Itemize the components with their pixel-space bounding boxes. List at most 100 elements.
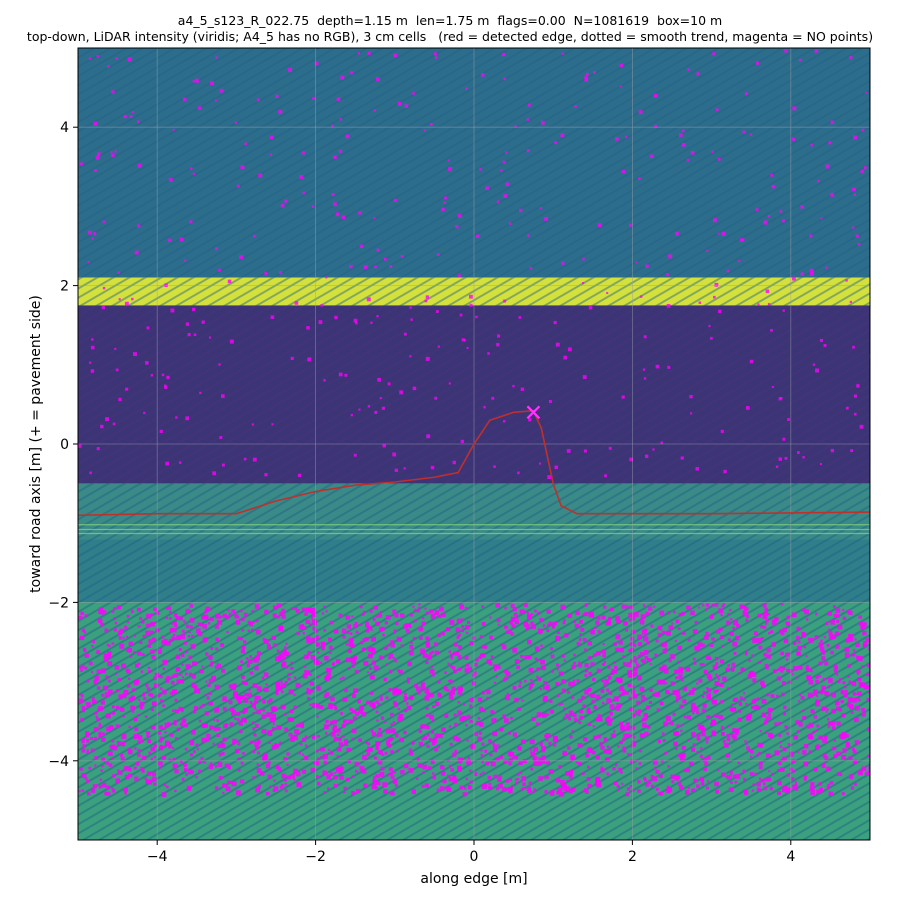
no-points-cell — [358, 709, 364, 714]
no-points-cell — [824, 734, 828, 739]
no-points-cell — [502, 678, 506, 682]
no-points-cell — [291, 734, 296, 739]
no-points-cell — [420, 686, 425, 691]
no-points-cell — [529, 748, 533, 751]
no-points-cell — [782, 785, 788, 791]
no-points-cell — [320, 641, 326, 647]
no-points-cell — [111, 705, 115, 709]
no-points-cell — [113, 617, 116, 620]
no-points-cell — [390, 642, 395, 648]
no-points-cell — [668, 625, 673, 630]
no-points-cell — [159, 675, 163, 679]
no-points-cell — [790, 776, 795, 781]
no-points-cell — [439, 764, 445, 770]
no-points-cell — [164, 385, 168, 389]
no-points-cell — [394, 702, 399, 707]
no-points-cell — [148, 751, 152, 755]
no-points-cell — [803, 645, 806, 649]
no-points-cell — [579, 715, 584, 720]
no-points-cell — [137, 753, 141, 757]
no-points-cell — [803, 775, 808, 779]
no-points-cell — [254, 724, 259, 728]
no-points-cell — [139, 701, 145, 707]
no-points-cell — [373, 756, 377, 759]
no-points-cell — [104, 628, 109, 633]
no-points-cell — [668, 659, 672, 663]
no-points-cell — [626, 733, 631, 738]
no-points-cell — [271, 713, 276, 719]
no-points-cell — [422, 771, 425, 774]
no-points-cell — [409, 644, 414, 649]
no-points-cell — [284, 199, 288, 203]
no-points-cell — [96, 54, 99, 58]
no-points-cell — [593, 71, 597, 74]
no-points-cell — [188, 631, 191, 634]
no-points-cell — [492, 731, 498, 737]
no-points-cell — [363, 265, 368, 269]
no-points-cell — [849, 56, 853, 60]
no-points-cell — [704, 736, 710, 741]
no-points-cell — [241, 675, 245, 679]
no-points-cell — [368, 747, 373, 752]
no-points-cell — [544, 774, 549, 780]
no-points-cell — [556, 631, 560, 635]
no-points-cell — [541, 712, 547, 718]
no-points-cell — [601, 615, 606, 620]
no-points-cell — [770, 328, 773, 332]
no-points-cell — [561, 261, 565, 265]
no-points-cell — [624, 628, 629, 632]
no-points-cell — [91, 338, 94, 341]
no-points-cell — [562, 716, 566, 719]
no-points-cell — [261, 714, 266, 719]
no-points-cell — [359, 605, 363, 609]
no-points-cell — [111, 787, 114, 790]
no-points-cell — [432, 772, 435, 775]
no-points-cell — [493, 774, 498, 779]
no-points-cell — [504, 695, 510, 701]
no-points-cell — [185, 624, 190, 629]
no-points-cell — [459, 785, 464, 790]
no-points-cell — [237, 636, 241, 640]
no-points-cell — [102, 286, 106, 290]
no-points-cell — [383, 789, 388, 794]
no-points-cell — [214, 684, 220, 690]
no-points-cell — [473, 772, 478, 776]
no-points-cell — [640, 658, 644, 662]
no-points-cell — [555, 778, 561, 783]
no-points-cell — [280, 680, 283, 683]
no-points-cell — [853, 135, 857, 140]
no-points-cell — [708, 324, 711, 328]
no-points-cell — [501, 644, 507, 650]
no-points-cell — [272, 605, 278, 611]
no-points-cell — [501, 52, 506, 57]
no-points-cell — [771, 385, 774, 388]
no-points-cell — [426, 744, 430, 748]
no-points-cell — [806, 618, 809, 621]
no-points-cell — [88, 57, 92, 61]
no-points-cell — [675, 231, 679, 236]
no-points-cell — [313, 761, 317, 765]
no-points-cell — [352, 716, 357, 720]
no-points-cell — [567, 717, 572, 721]
no-points-cell — [310, 767, 316, 773]
no-points-cell — [318, 320, 323, 324]
no-points-cell — [469, 719, 473, 723]
no-points-cell — [158, 746, 164, 751]
no-points-cell — [325, 667, 331, 673]
no-points-cell — [159, 744, 163, 749]
no-points-cell — [178, 706, 183, 711]
no-points-cell — [249, 671, 254, 675]
no-points-cell — [537, 628, 543, 634]
no-points-cell — [605, 757, 610, 763]
no-points-cell — [643, 335, 647, 339]
no-points-cell — [232, 693, 238, 699]
no-points-cell — [367, 671, 370, 674]
no-points-cell — [252, 727, 256, 731]
no-points-cell — [265, 683, 268, 686]
no-points-cell — [469, 303, 473, 307]
no-points-cell — [591, 699, 595, 703]
no-points-cell — [371, 647, 375, 651]
no-points-cell — [85, 731, 90, 736]
no-points-cell — [331, 124, 334, 128]
no-points-cell — [652, 693, 655, 696]
